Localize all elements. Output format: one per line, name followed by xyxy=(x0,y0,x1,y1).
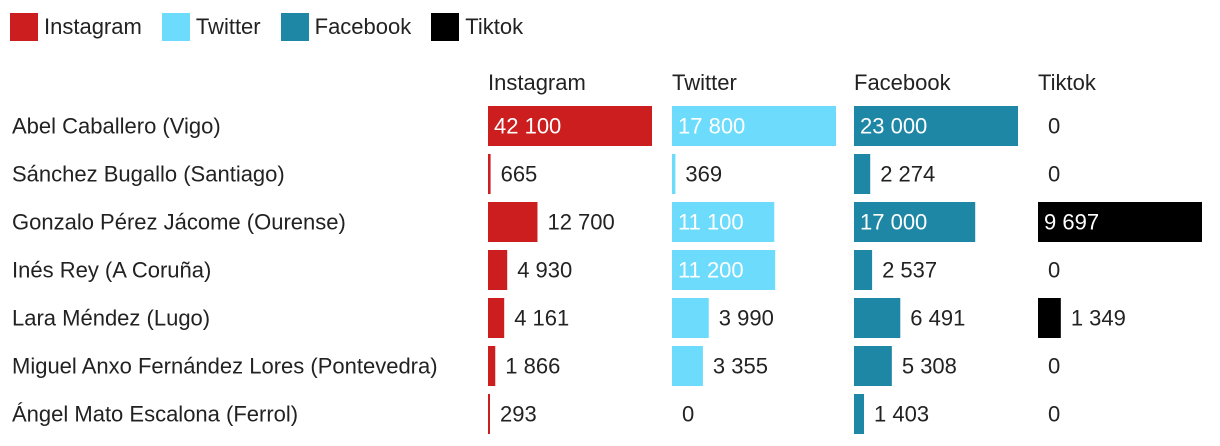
bar-facebook xyxy=(854,202,976,242)
bar-twitter xyxy=(672,154,676,194)
column-header-tiktok: Tiktok xyxy=(1038,70,1097,95)
bar-twitter xyxy=(672,298,709,338)
bar-twitter xyxy=(672,346,703,386)
bar-tiktok xyxy=(1038,202,1202,242)
bar-facebook xyxy=(854,394,865,434)
value-label-facebook: 5 308 xyxy=(902,354,957,379)
legend-item-tiktok: Tiktok xyxy=(431,12,523,42)
legend-item-facebook: Facebook xyxy=(280,12,412,42)
value-label-tiktok: 9 697 xyxy=(1044,210,1099,235)
legend-item-twitter: Twitter xyxy=(161,12,261,42)
bar-tiktok xyxy=(1038,298,1061,338)
bar-facebook xyxy=(854,346,892,386)
value-label-tiktok: 0 xyxy=(1048,402,1060,427)
value-label-instagram: 293 xyxy=(500,402,537,427)
value-label-instagram: 1 866 xyxy=(505,354,560,379)
bar-instagram xyxy=(488,202,538,242)
legend: Instagram Twitter Facebook Tiktok xyxy=(10,12,543,42)
legend-swatch xyxy=(280,13,309,41)
row-label: Sánchez Bugallo (Santiago) xyxy=(12,162,285,187)
value-label-facebook: 6 491 xyxy=(910,306,965,331)
legend-swatch xyxy=(10,13,38,41)
row-label: Inés Rey (A Coruña) xyxy=(12,258,211,283)
legend-swatch xyxy=(161,13,190,41)
value-label-facebook: 2 537 xyxy=(882,258,937,283)
value-label-twitter: 369 xyxy=(685,162,722,187)
value-label-facebook: 2 274 xyxy=(880,162,935,187)
value-label-facebook: 23 000 xyxy=(860,114,927,139)
value-label-twitter: 17 800 xyxy=(678,114,745,139)
bar-facebook xyxy=(854,154,871,194)
value-label-tiktok: 0 xyxy=(1048,162,1060,187)
bar-facebook xyxy=(854,298,901,338)
column-header-instagram: Instagram xyxy=(488,70,586,95)
value-label-instagram: 665 xyxy=(501,162,538,187)
legend-swatch xyxy=(431,13,460,41)
value-label-twitter: 11 100 xyxy=(678,210,744,235)
value-label-tiktok: 0 xyxy=(1048,354,1060,379)
legend-label: Facebook xyxy=(314,14,412,39)
value-label-instagram: 42 100 xyxy=(494,114,561,139)
legend-label: Tiktok xyxy=(465,14,524,39)
bar-instagram xyxy=(488,250,508,290)
bar-twitter xyxy=(672,250,776,290)
legend-label: Instagram xyxy=(44,14,142,39)
column-header-twitter: Twitter xyxy=(672,70,737,95)
bar-twitter xyxy=(672,106,836,146)
row-label: Miguel Anxo Fernández Lores (Pontevedra) xyxy=(12,354,438,379)
value-label-facebook: 1 403 xyxy=(874,402,929,427)
value-label-twitter: 11 200 xyxy=(678,258,744,283)
bar-instagram xyxy=(488,106,652,146)
value-label-tiktok: 1 349 xyxy=(1071,306,1126,331)
value-label-twitter: 3 355 xyxy=(713,354,768,379)
bar-instagram xyxy=(488,346,496,386)
bar-instagram xyxy=(488,154,491,194)
bar-instagram xyxy=(488,394,490,434)
value-label-facebook: 17 000 xyxy=(860,210,927,235)
legend-label: Twitter xyxy=(195,14,261,39)
value-label-instagram: 4 930 xyxy=(517,258,572,283)
column-header-facebook: Facebook xyxy=(854,70,952,95)
legend-item-instagram: Instagram xyxy=(10,12,142,42)
value-label-twitter: 3 990 xyxy=(719,306,774,331)
value-label-instagram: 12 700 xyxy=(547,210,614,235)
bar-instagram xyxy=(488,298,505,338)
row-label: Gonzalo Pérez Jácome (Ourense) xyxy=(12,210,346,235)
value-label-instagram: 4 161 xyxy=(514,306,569,331)
bar-facebook xyxy=(854,250,873,290)
bar-twitter xyxy=(672,202,775,242)
row-label: Ángel Mato Escalona (Ferrol) xyxy=(12,402,298,427)
row-label: Lara Méndez (Lugo) xyxy=(12,306,210,331)
value-label-twitter: 0 xyxy=(682,402,694,427)
value-label-tiktok: 0 xyxy=(1048,114,1060,139)
row-label: Abel Caballero (Vigo) xyxy=(12,114,221,139)
bar-facebook xyxy=(854,106,1018,146)
value-label-tiktok: 0 xyxy=(1048,258,1060,283)
